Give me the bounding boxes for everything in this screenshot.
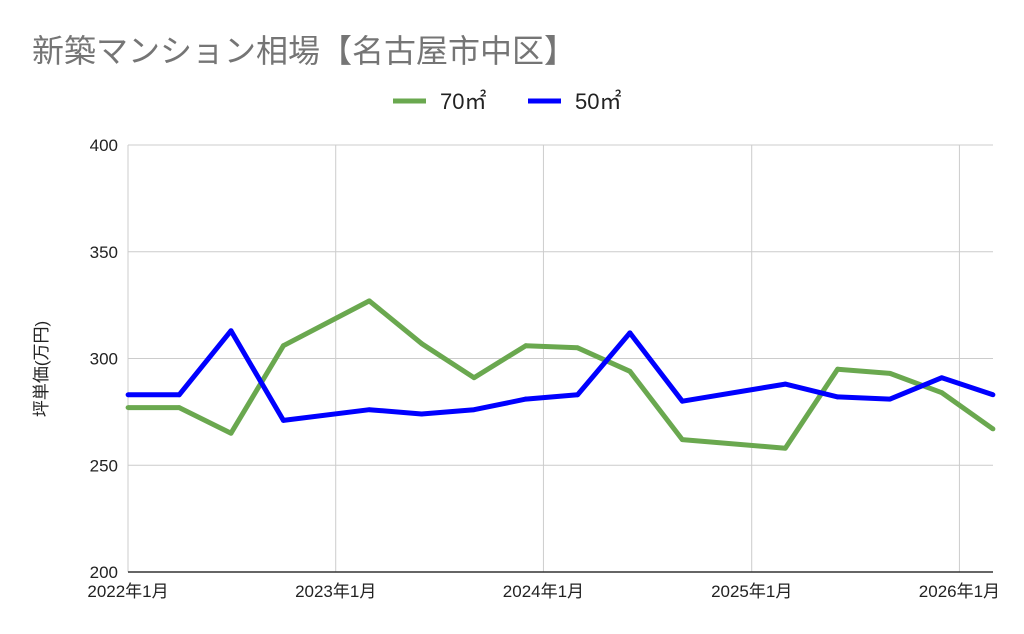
legend: 70㎡ 50㎡ [393,89,621,114]
series-2-data-point [176,392,182,398]
x-tick-label: 2023年1月 [295,582,376,601]
series-1 [125,298,996,451]
y-axis-tick-labels: 200 250 300 350 400 [90,136,118,582]
series-1-data-point [366,298,372,304]
x-tick-label: 2024年1月 [503,582,584,601]
series-1-data-point [835,366,841,372]
y-tick-label: 200 [90,563,118,582]
series-1-data-point [575,345,580,351]
y-axis-title: 坪単価(万円) [32,321,51,417]
plot-area [125,298,996,451]
y-tick-label: 350 [90,243,118,262]
series-1-data-point [679,437,685,443]
y-tick-label: 250 [90,456,118,475]
series-1-data-point [627,368,633,374]
series-1-data-point [990,426,996,432]
series-2-data-point [835,394,841,400]
legend-item: 50㎡ [528,89,621,114]
legend-label: 50㎡ [575,89,621,114]
series-2-data-point [228,328,234,334]
legend-item: 70㎡ [393,89,486,114]
series-1-data-point [471,375,477,381]
series-2 [125,328,996,423]
legend-label: 70㎡ [440,89,486,114]
series-1-data-point [176,405,182,411]
series-2-data-point [782,381,788,387]
series-1-data-point [125,405,131,411]
series-2-line [128,328,994,423]
series-2-data-point [523,396,529,402]
series-1-data-point [887,371,893,376]
x-axis-tick-labels: 2022年1月 2023年1月 2024年1月 2025年1月 2026年1月 [87,582,1000,601]
series-2-data-point [575,392,580,398]
series-1-data-point [419,341,425,346]
series-1-line [128,298,995,451]
series-1-data-point [782,445,788,451]
series-2-data-point [280,418,286,423]
series-2-data-point [419,411,425,417]
x-tick-label: 2022年1月 [87,582,168,601]
series-2-data-point [366,407,372,413]
series-1-data-point [523,343,529,349]
x-tick-label: 2025年1月 [711,582,792,601]
series-1-data-point [280,343,286,349]
y-tick-label: 300 [90,350,118,369]
chart-title: 新築マンション相場【名古屋市中区】 [32,33,576,69]
series-2-data-point [990,392,996,398]
series-1-data-point [939,390,945,396]
y-tick-label: 400 [90,136,118,155]
series-2-data-point [125,392,131,398]
gridlines [127,144,993,572]
x-tick-label: 2026年1月 [919,582,1000,601]
series-2-data-point [939,375,945,381]
series-2-data-point [627,330,633,336]
series-2-data-point [679,398,685,404]
series-2-data-point [471,407,477,413]
series-1-data-point [228,430,234,436]
series-2-data-point [887,396,893,402]
